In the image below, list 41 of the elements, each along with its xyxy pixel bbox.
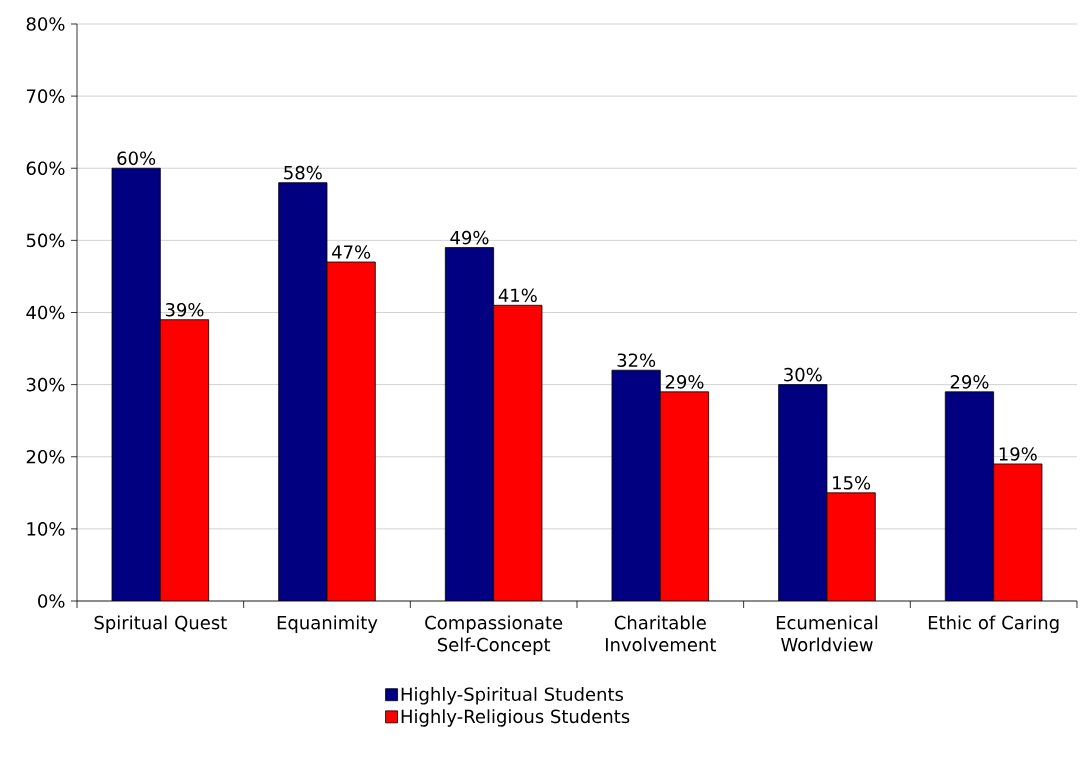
bar (944, 391, 995, 601)
legend-label: Highly-Religious Students (401, 709, 630, 727)
y-tick-label: 50% (26, 233, 65, 248)
data-label: 41% (498, 288, 537, 303)
bar (160, 319, 209, 601)
y-tick-label: 40% (26, 305, 65, 320)
bar (278, 182, 327, 601)
y-tick-label: 80% (26, 17, 65, 31)
bar (326, 262, 376, 601)
y-tick-label: 60% (26, 161, 65, 176)
bar (611, 370, 661, 601)
legend-label: Highly-Spiritual Students (401, 687, 624, 705)
y-tick-label: 10% (27, 522, 65, 536)
data-label: 60% (117, 151, 156, 166)
data-label: 29% (665, 375, 704, 389)
x-tick-label: Charitable Involvement (605, 615, 716, 652)
bar (445, 247, 494, 601)
data-label: 58% (284, 165, 322, 180)
bar (993, 463, 1043, 601)
data-label: 29% (950, 375, 989, 389)
y-tick-label: 30% (26, 377, 65, 392)
x-tick-label: Compassionate Self-Concept (425, 615, 563, 655)
y-tick-label: 20% (26, 449, 65, 464)
x-tick-label: Equanimity (277, 615, 378, 633)
x-tick-label: Spiritual Quest (94, 615, 227, 633)
data-label: 15% (833, 476, 871, 490)
bar (778, 384, 827, 601)
bar (493, 305, 542, 601)
y-tick-label: 0% (38, 594, 65, 608)
data-label: 49% (450, 230, 489, 245)
data-label: 32% (617, 353, 656, 367)
bar (826, 492, 876, 601)
y-tick-label: 70% (26, 89, 65, 103)
data-label: 30% (784, 367, 822, 382)
data-label: 39% (165, 302, 204, 317)
x-tick-label: Ecumenical Worldview (776, 615, 878, 652)
bar (660, 391, 709, 601)
x-tick-label: Ethic of Caring (928, 615, 1059, 633)
data-label: 19% (999, 447, 1037, 461)
data-label: 47% (332, 245, 371, 259)
bar (112, 168, 161, 601)
